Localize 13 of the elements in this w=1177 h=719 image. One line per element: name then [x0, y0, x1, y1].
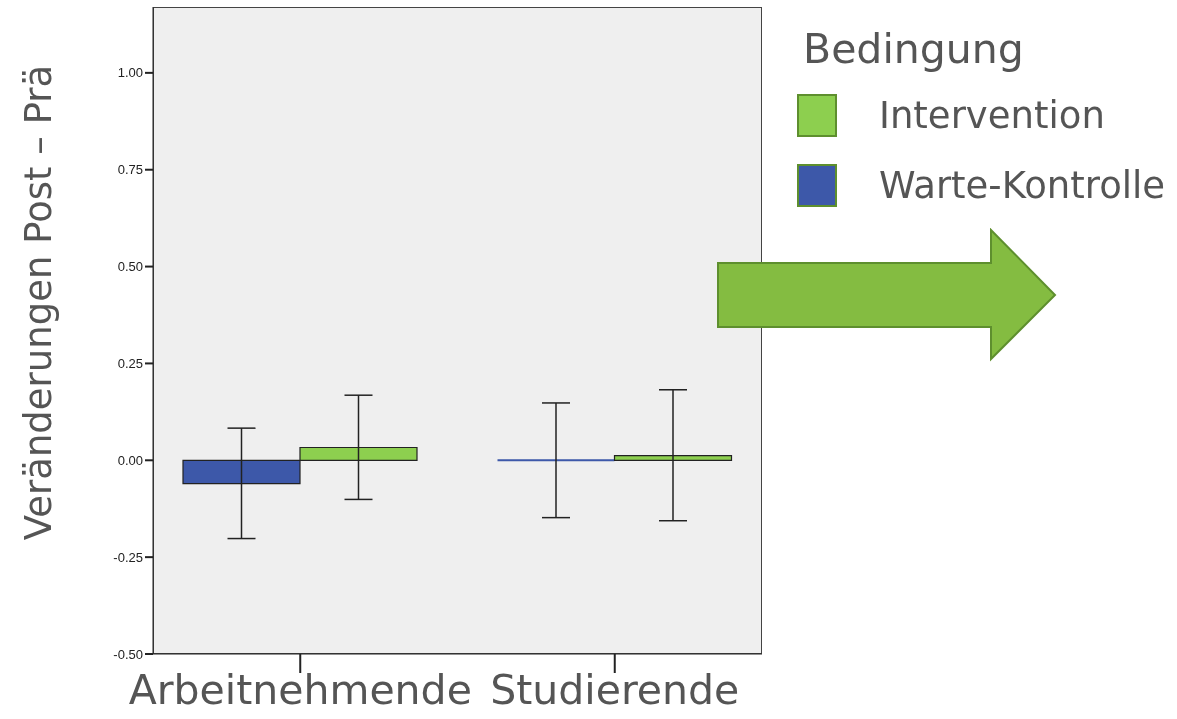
- y-axis-title: Veränderungen Post – Prä: [17, 64, 60, 541]
- y-tick-label: -0.50: [113, 646, 143, 662]
- legend-label: Intervention: [879, 93, 1105, 137]
- y-tick-label: 0.75: [117, 162, 143, 178]
- y-tick-label: -0.25: [113, 549, 143, 565]
- y-tick-label: 0.25: [117, 356, 143, 372]
- x-tick-label: Studierende: [490, 666, 740, 715]
- y-tick-label: 0.50: [117, 259, 143, 275]
- x-tick-label: Arbeitnehmende: [128, 666, 472, 715]
- legend-title: Bedingung: [803, 24, 1025, 75]
- y-tick-label: 1.00: [117, 65, 143, 81]
- y-tick-label: 0.00: [117, 452, 143, 468]
- legend-label: Warte-Kontrolle: [879, 163, 1166, 207]
